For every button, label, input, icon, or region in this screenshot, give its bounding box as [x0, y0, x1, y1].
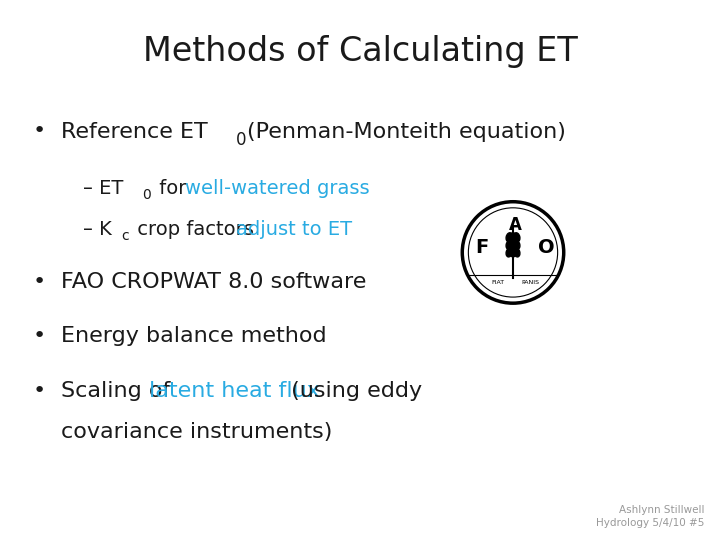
Text: O: O: [538, 238, 554, 257]
Text: – K: – K: [83, 220, 112, 239]
Text: •: •: [32, 381, 45, 401]
Text: crop factors: crop factors: [131, 220, 260, 239]
Ellipse shape: [513, 233, 520, 242]
Ellipse shape: [510, 233, 516, 242]
Text: A: A: [509, 215, 522, 234]
Ellipse shape: [506, 248, 513, 257]
Ellipse shape: [513, 248, 520, 257]
Text: FAO CROPWAT 8.0 software: FAO CROPWAT 8.0 software: [61, 272, 366, 292]
Text: •: •: [32, 326, 45, 346]
Text: covariance instruments): covariance instruments): [61, 422, 333, 442]
Ellipse shape: [510, 248, 516, 257]
Text: Methods of Calculating ET: Methods of Calculating ET: [143, 35, 577, 68]
Ellipse shape: [506, 233, 513, 242]
Text: c: c: [122, 229, 130, 243]
Ellipse shape: [510, 240, 516, 249]
Ellipse shape: [506, 240, 513, 249]
Text: Reference ET: Reference ET: [61, 122, 208, 141]
Text: FIAT: FIAT: [491, 280, 504, 285]
Text: Energy balance method: Energy balance method: [61, 326, 327, 346]
Text: for: for: [153, 179, 192, 198]
Ellipse shape: [513, 240, 520, 249]
Text: F: F: [475, 238, 488, 257]
Text: – ET: – ET: [83, 179, 123, 198]
Text: adjust to ET: adjust to ET: [236, 220, 352, 239]
Text: 0: 0: [235, 131, 246, 149]
Text: latent heat flux: latent heat flux: [149, 381, 320, 401]
Text: •: •: [32, 272, 45, 292]
Text: PANIS: PANIS: [522, 280, 540, 285]
Text: Scaling of: Scaling of: [61, 381, 178, 401]
Text: •: •: [32, 122, 45, 141]
Text: 0: 0: [142, 188, 150, 202]
Text: (Penman-Monteith equation): (Penman-Monteith equation): [247, 122, 566, 141]
Text: Ashlynn Stillwell
Hydrology 5/4/10 #5: Ashlynn Stillwell Hydrology 5/4/10 #5: [595, 505, 704, 528]
Text: well-watered grass: well-watered grass: [185, 179, 369, 198]
Text: (using eddy: (using eddy: [284, 381, 423, 401]
